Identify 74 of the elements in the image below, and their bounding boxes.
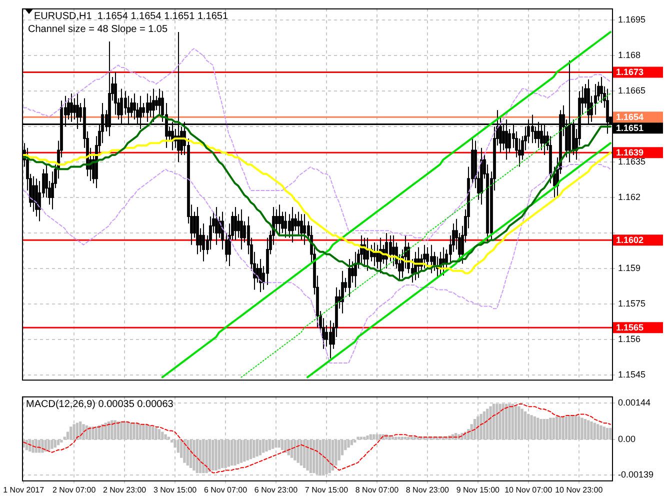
y-tick-label: 0.00144 (618, 398, 651, 408)
candlestick (303, 214, 306, 246)
bar (212, 440, 214, 471)
candlestick (430, 244, 433, 274)
x-tick-label: 6 Nov 23:00 (254, 485, 298, 494)
candlestick (218, 216, 221, 238)
candlestick (348, 258, 351, 298)
candlestick (291, 206, 294, 243)
x-tick-label: 2 Nov 23:00 (102, 485, 147, 494)
chart-title: MACD(12,26,9) 0.00035 0.00063 (26, 399, 174, 410)
ref-line-label: 1.1654 (616, 112, 644, 122)
candlestick (423, 244, 426, 269)
y-tick-label: 0.00 (618, 434, 636, 444)
ref-line-label: 1.1673 (616, 67, 644, 78)
candlestick (32, 176, 35, 212)
candlestick (341, 270, 344, 314)
candlestick (297, 211, 300, 236)
line-series (240, 93, 611, 378)
bar (265, 440, 268, 452)
y-tick-label: 1.168 (618, 50, 641, 60)
line-series (23, 48, 611, 241)
x-tick-label: 6 Nov 07:00 (204, 485, 248, 494)
bar (198, 440, 202, 474)
x-tick-label: 9 Nov 15:00 (456, 485, 500, 494)
candlestick (480, 147, 483, 206)
ref-line-label: 1.1651 (616, 123, 644, 134)
x-tick-label: 8 Nov 23:00 (406, 485, 450, 494)
x-tick-label: 7 Nov 15:00 (304, 485, 349, 494)
candlestick (237, 214, 240, 238)
x-tick-label: 2 Nov 07:00 (52, 485, 96, 494)
chart-title: EURUSD,H1 1.1654 1.1654 1.1651 1.1651 (34, 11, 228, 22)
ref-line-label: 1.1602 (616, 235, 644, 246)
bar (272, 440, 274, 449)
ref-line-label: 1.1639 (616, 148, 644, 158)
candlestick (439, 251, 442, 276)
y-tick-label: 1.1545 (618, 369, 646, 380)
candlestick (594, 84, 597, 116)
candlestick (284, 211, 287, 238)
bar (331, 440, 334, 471)
bar (205, 440, 208, 474)
candlestick (73, 98, 76, 120)
candlestick (158, 88, 161, 116)
y-tick-label: 1.159 (618, 262, 641, 273)
candlestick (354, 251, 357, 288)
candlestick (243, 220, 246, 243)
candlestick (209, 216, 212, 250)
y-tick-label: -0.00139 (618, 470, 654, 480)
candlestick (414, 251, 417, 281)
candlestick (360, 234, 363, 264)
x-tick-label: 3 Nov 15:00 (153, 485, 198, 494)
candlestick (366, 237, 369, 272)
x-tick-label: 1 Nov 2017 (3, 485, 45, 494)
y-tick-label: 1.156 (618, 334, 641, 344)
y-tick-label: 1.1695 (618, 14, 646, 25)
y-tick-label: 1.1575 (618, 298, 646, 308)
ref-line-label: 1.1565 (616, 322, 644, 333)
x-tick-label: 8 Nov 07:00 (355, 485, 400, 494)
text: Channel size = 48 Slope = 1.05 (28, 24, 168, 36)
candlestick (379, 237, 382, 274)
candlestick (392, 234, 395, 267)
y-tick-label: 1.162 (618, 192, 641, 202)
candlestick (508, 128, 511, 154)
candlestick (256, 263, 259, 284)
candlestick (278, 204, 281, 236)
candlestick (325, 324, 328, 347)
y-tick-label: 1.1665 (618, 86, 646, 96)
line-series (23, 162, 611, 364)
candlestick (385, 232, 388, 269)
candlestick (174, 128, 177, 148)
bar (258, 440, 262, 456)
candlestick (373, 242, 376, 267)
y-tick-label: 1.1635 (618, 156, 646, 167)
x-tick-label: 10 Nov 07:00 (504, 485, 553, 494)
x-tick-label: 10 Nov 23:00 (555, 485, 604, 494)
